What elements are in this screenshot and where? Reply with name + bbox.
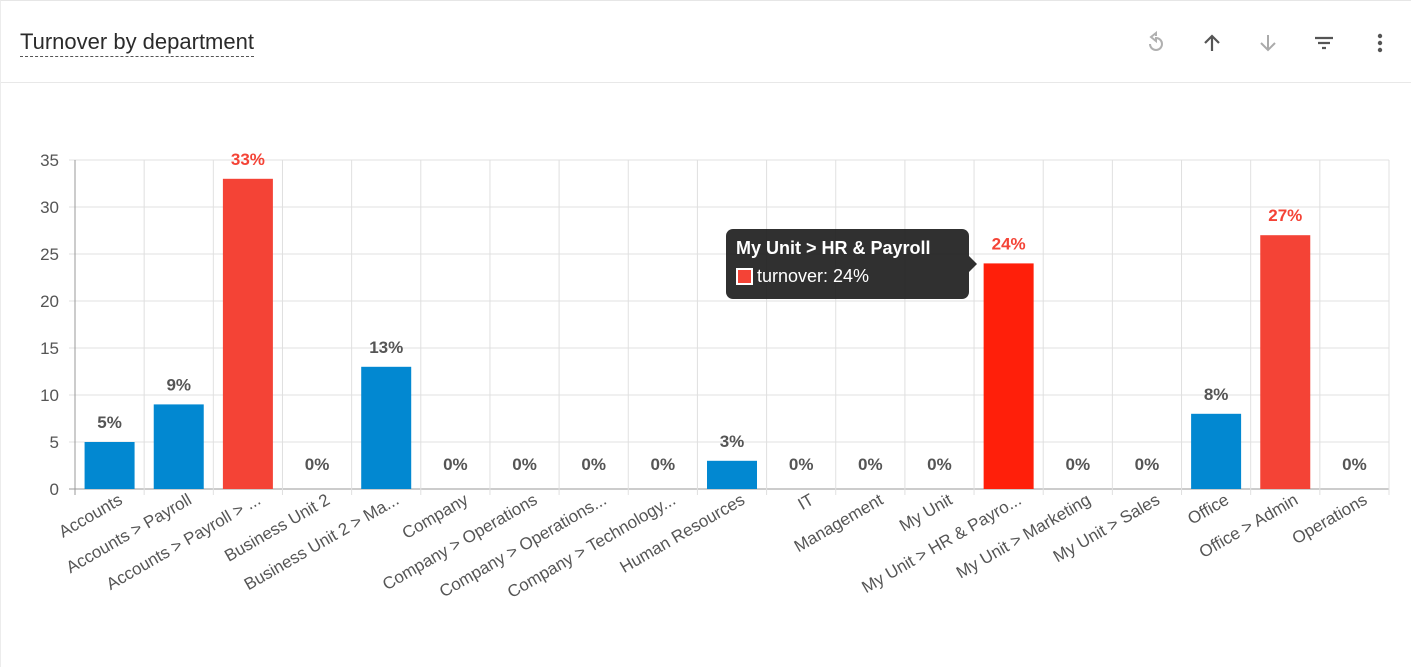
- data-label: 3%: [720, 432, 745, 451]
- filter-icon[interactable]: [1306, 27, 1342, 59]
- data-label: 0%: [1342, 455, 1367, 474]
- data-label: 5%: [97, 413, 122, 432]
- data-label: 0%: [789, 455, 814, 474]
- data-label: 13%: [369, 338, 403, 357]
- bar: [153, 404, 204, 489]
- category-label: Operations: [1289, 490, 1371, 548]
- bar: [707, 460, 757, 489]
- data-label: 0%: [927, 455, 952, 474]
- data-label: 0%: [1135, 455, 1160, 474]
- card-header: Turnover by department: [1, 1, 1411, 83]
- bar: [361, 366, 412, 489]
- y-tick-label: 5: [50, 433, 59, 452]
- data-label: 33%: [231, 150, 265, 169]
- data-label: 8%: [1204, 385, 1229, 404]
- bar: [983, 263, 1034, 489]
- data-label: 24%: [992, 234, 1026, 253]
- y-tick-label: 0: [50, 480, 59, 499]
- tooltip-row: turnover: 24%: [736, 266, 959, 286]
- data-label: 0%: [305, 455, 330, 474]
- data-label: 27%: [1268, 206, 1302, 225]
- chart-tooltip: My Unit > HR & Payroll turnover: 24%: [726, 229, 977, 299]
- data-label: 0%: [1066, 455, 1091, 474]
- tooltip-title: My Unit > HR & Payroll: [736, 238, 931, 258]
- bar: [1260, 235, 1311, 489]
- data-label: 0%: [443, 455, 468, 474]
- data-label: 0%: [651, 455, 676, 474]
- chart-title[interactable]: Turnover by department: [20, 29, 254, 57]
- data-label: 0%: [512, 455, 537, 474]
- bar: [222, 178, 273, 490]
- y-tick-label: 10: [40, 386, 59, 405]
- category-label: Human Resources: [617, 490, 748, 577]
- tooltip-label: turnover: 24%: [757, 266, 870, 286]
- data-label: 0%: [581, 455, 606, 474]
- y-tick-label: 25: [40, 245, 59, 264]
- sort-descending-icon[interactable]: [1250, 27, 1286, 59]
- sort-ascending-icon[interactable]: [1194, 27, 1230, 59]
- bar: [1191, 413, 1242, 489]
- data-label: 9%: [166, 375, 191, 394]
- data-label: 0%: [858, 455, 883, 474]
- category-label: IT: [795, 490, 818, 514]
- tooltip-swatch: [736, 267, 753, 285]
- y-tick-label: 15: [40, 339, 59, 358]
- y-tick-label: 30: [40, 198, 59, 217]
- category-label: Office: [1184, 490, 1232, 529]
- bar: [84, 442, 135, 489]
- y-tick-label: 35: [40, 151, 59, 170]
- more-options-icon[interactable]: [1362, 27, 1398, 59]
- y-tick-label: 20: [40, 292, 59, 311]
- reset-icon[interactable]: [1138, 27, 1174, 59]
- chart-toolbar: [1138, 27, 1398, 59]
